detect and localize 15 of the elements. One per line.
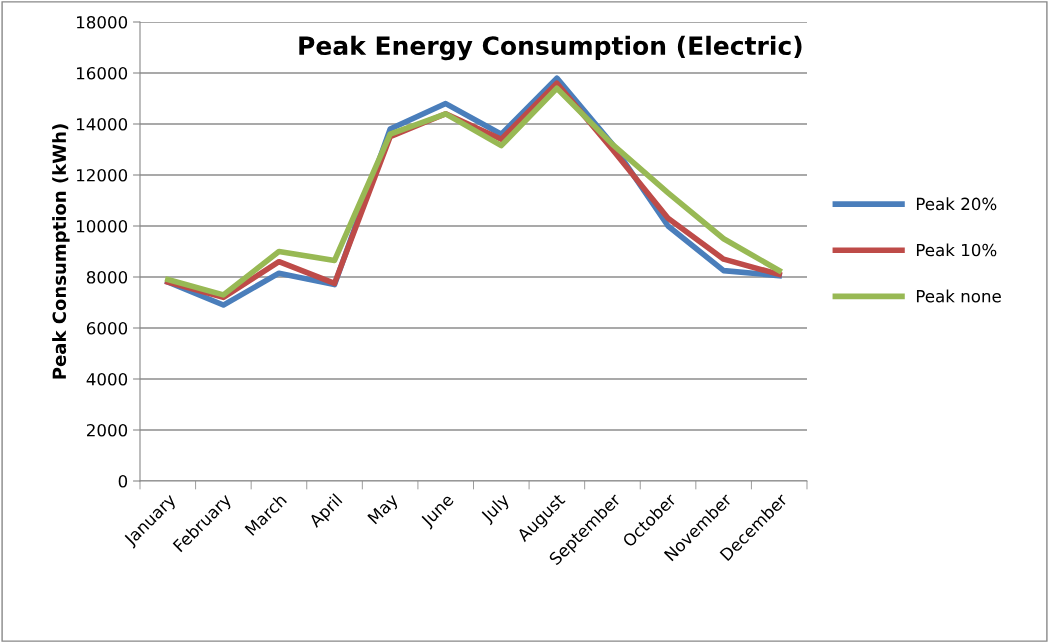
legend-label: Peak 10% bbox=[916, 243, 997, 257]
y-tick-label: 16000 bbox=[77, 66, 128, 80]
legend-label: Peak none bbox=[916, 289, 1001, 303]
y-tick-label: 4000 bbox=[86, 372, 128, 386]
y-axis-title: Peak Consumption (kWh) bbox=[52, 124, 70, 379]
legend-label: Peak 20% bbox=[916, 197, 997, 211]
y-tick-label: 0 bbox=[118, 474, 128, 488]
y-tick-label: 18000 bbox=[77, 15, 128, 29]
y-tick-label: 14000 bbox=[77, 117, 128, 131]
y-tick-label: 8000 bbox=[86, 270, 128, 284]
text: Peak Energy Consumption (Electric) bbox=[299, 35, 802, 61]
y-tick-label: 6000 bbox=[86, 321, 128, 335]
y-tick-label: 10000 bbox=[77, 219, 128, 233]
y-tick-label: 2000 bbox=[87, 423, 128, 437]
y-tick-label: 12000 bbox=[77, 168, 128, 182]
